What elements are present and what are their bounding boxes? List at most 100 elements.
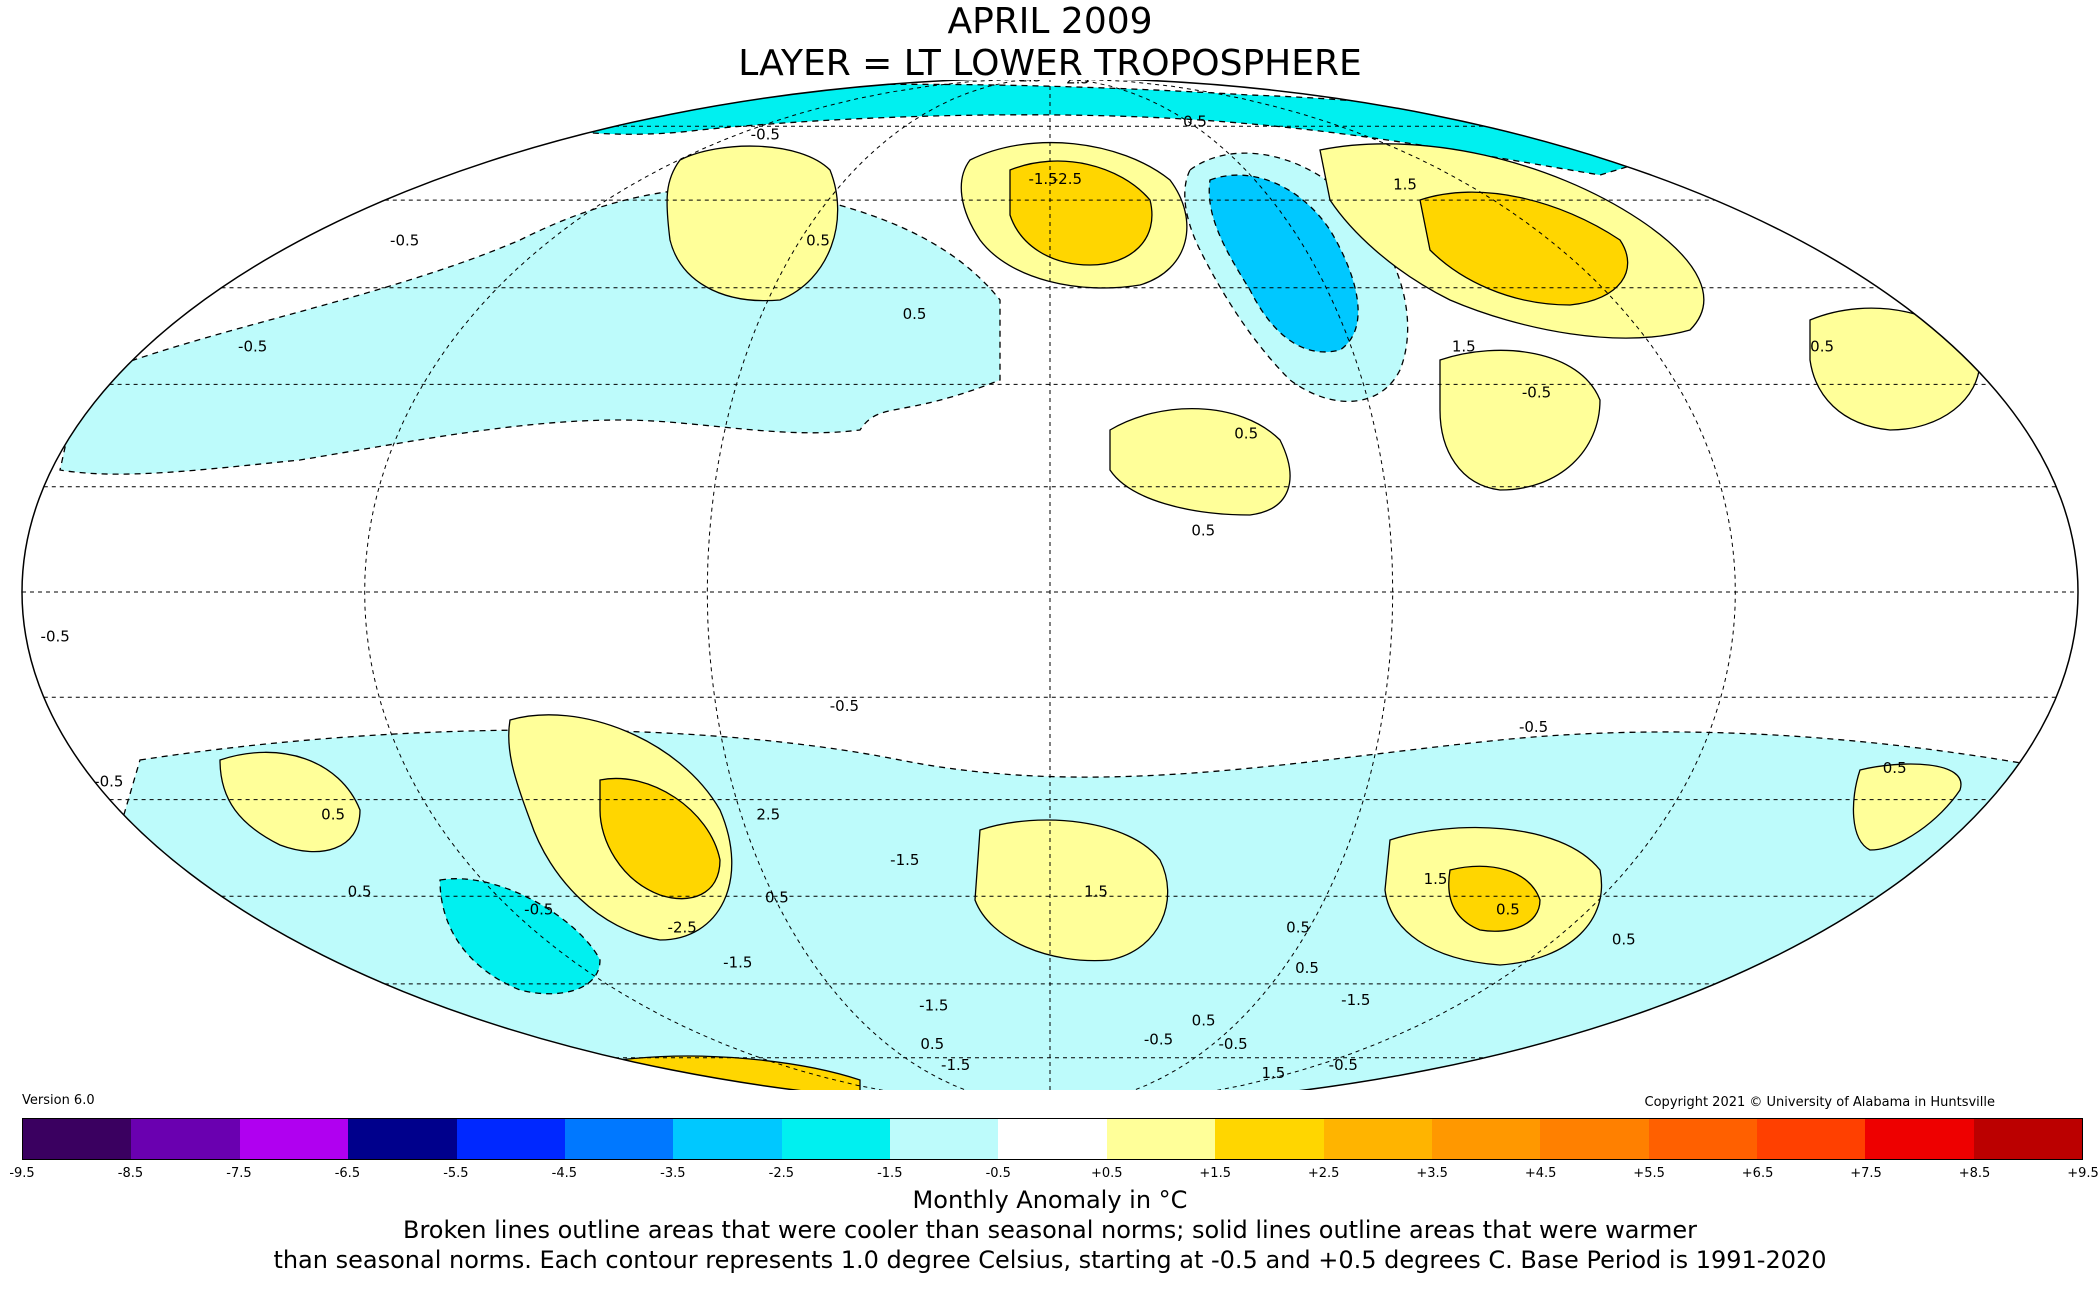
units-label: Monthly Anomaly in °C bbox=[912, 1186, 1188, 1214]
globe-outline bbox=[21, 80, 2079, 1090]
colorbar bbox=[22, 1118, 2083, 1160]
region-greenland-warm bbox=[666, 145, 839, 302]
colorbar-tick-label: +0.5 bbox=[1090, 1166, 1123, 1181]
contour-label: 1.5 bbox=[1393, 175, 1417, 193]
colorbar-tick-label: -0.5 bbox=[985, 1166, 1011, 1181]
colorbar-tick-label: -8.5 bbox=[117, 1166, 144, 1181]
colorbar-swatch bbox=[998, 1119, 1107, 1159]
colorbar-swatch bbox=[1106, 1119, 1216, 1159]
colorbar-tick-label: -3.5 bbox=[660, 1166, 686, 1181]
contour-label: -0.5 bbox=[1519, 718, 1548, 736]
colorbar-tick-label: +9.5 bbox=[2067, 1166, 2099, 1181]
contour-label: -2.5 bbox=[1061, 80, 1090, 88]
colorbar-tick-label: +3.5 bbox=[1416, 1166, 1448, 1181]
colorbar-swatch bbox=[456, 1119, 565, 1159]
contour-label: -0.5 bbox=[1144, 1030, 1173, 1048]
colorbar-swatch bbox=[1431, 1119, 1541, 1159]
colorbar-swatch bbox=[781, 1119, 890, 1159]
contour-label: 0.5 bbox=[321, 806, 345, 824]
title-line-2: LAYER = LT LOWER TROPOSPHERE bbox=[738, 43, 1362, 84]
colorbar-swatch bbox=[131, 1119, 240, 1159]
colorbar-swatch bbox=[1540, 1119, 1649, 1159]
region-south-pacific-warm bbox=[219, 751, 361, 853]
copyright-notice: Copyright 2021 © University of Alabama i… bbox=[1644, 1095, 1995, 1110]
contour-label: 0.5 bbox=[806, 232, 830, 250]
contour-label: -1.5 bbox=[919, 996, 948, 1014]
contour-label: 0.5 bbox=[1286, 919, 1310, 937]
region-russia-cold-core bbox=[1208, 174, 1359, 353]
title-line-1: APRIL 2009 bbox=[947, 1, 1153, 42]
contour-label: -2.5 bbox=[668, 919, 697, 937]
contour-label: -0.5 bbox=[524, 901, 553, 919]
colorbar-swatch bbox=[239, 1119, 349, 1159]
colorbar-tick-label: +2.5 bbox=[1307, 1166, 1340, 1181]
contour-label: -2.5 bbox=[1053, 170, 1082, 188]
colorbar-tick-label: +7.5 bbox=[1850, 1166, 1882, 1181]
colorbar-swatch bbox=[673, 1119, 782, 1159]
region-asia-warm bbox=[1439, 349, 1601, 491]
contour-label: -1.5 bbox=[941, 1056, 970, 1074]
contour-labels: -1.5-0.5-0.5-0.50.5-2.50.51.5-1.5-2.50.5… bbox=[41, 80, 1907, 1082]
contour-label: 1.5 bbox=[1424, 870, 1448, 888]
colorbar-swatch bbox=[1973, 1119, 2083, 1159]
colorbar-swatch bbox=[890, 1119, 999, 1159]
map-content: -1.5-0.5-0.5-0.50.5-2.50.51.5-1.5-2.50.5… bbox=[22, 80, 2078, 1090]
colorbar-tick-label: +5.5 bbox=[1633, 1166, 1665, 1181]
contour-label: -0.5 bbox=[751, 126, 780, 144]
contour-label: -0.5 bbox=[1522, 384, 1551, 402]
contour-label: 0.5 bbox=[1496, 901, 1520, 919]
colorbar-tick-label: -6.5 bbox=[334, 1166, 361, 1181]
contour-label: 0.5 bbox=[1234, 425, 1258, 443]
anomaly-regions bbox=[39, 83, 2061, 1090]
colorbar-tick-label: +1.5 bbox=[1199, 1166, 1231, 1181]
contour-label: -1.5 bbox=[1028, 170, 1057, 188]
contour-label: -0.5 bbox=[94, 772, 123, 790]
contour-label: 0.5 bbox=[1191, 522, 1215, 540]
contour-label: 1.5 bbox=[1261, 1064, 1285, 1082]
contour-label: -1.5 bbox=[1013, 80, 1042, 85]
colorbar-tick-label: +4.5 bbox=[1524, 1166, 1557, 1181]
contour-label: -1.5 bbox=[1341, 991, 1370, 1009]
colorbar-ticks: -9.5 -8.5 -7.5 -6.5 -5.5 -4.5 -3.5 -2.5 -1.5 -0.5… bbox=[9, 1166, 2098, 1182]
contour-label: -0.5 bbox=[390, 232, 419, 250]
graticule-meridians bbox=[364, 80, 1736, 1090]
colorbar-tick-label: -7.5 bbox=[226, 1166, 252, 1181]
colorbar-swatch bbox=[348, 1119, 457, 1159]
contour-label: -0.5 bbox=[41, 627, 70, 645]
region-south-atlantic-warm bbox=[974, 819, 1169, 962]
colorbar-tick-label: -1.5 bbox=[877, 1166, 903, 1181]
contour-label: 0.5 bbox=[903, 305, 927, 323]
contour-label: -1.5 bbox=[890, 851, 919, 869]
colorbar-tick-label: -5.5 bbox=[443, 1166, 469, 1181]
contour-label: 2.5 bbox=[756, 806, 780, 824]
colorbar-swatch bbox=[1757, 1119, 1866, 1159]
contour-label: 0.5 bbox=[1295, 959, 1319, 977]
contour-label: 0.5 bbox=[1883, 759, 1907, 777]
colorbar-tick-label: -2.5 bbox=[768, 1166, 794, 1181]
region-tasman-warm bbox=[1852, 763, 1962, 851]
region-siberia-warm-core bbox=[1419, 191, 1629, 306]
colorbar-tick-label: -4.5 bbox=[551, 1166, 578, 1181]
contour-label: -1.5 bbox=[723, 953, 752, 971]
caption-line-2: than seasonal norms. Each contour repres… bbox=[273, 1246, 1827, 1274]
contour-label: 0.5 bbox=[348, 882, 372, 900]
colorbar-swatch bbox=[1215, 1119, 1324, 1159]
contour-label: -0.5 bbox=[1329, 1056, 1358, 1074]
colorbar-tick-label: -9.5 bbox=[9, 1166, 35, 1181]
anomaly-map: -1.5-0.5-0.5-0.50.5-2.50.51.5-1.5-2.50.5… bbox=[21, 80, 2079, 1090]
colorbar-tick-label: +8.5 bbox=[1958, 1166, 1991, 1181]
colorbar-swatch bbox=[23, 1119, 132, 1159]
colorbar-swatch bbox=[1865, 1119, 1974, 1159]
contour-label: 0.5 bbox=[920, 1035, 944, 1053]
region-arctic-cool bbox=[518, 83, 1652, 176]
region-south-pacific-cold bbox=[439, 878, 601, 995]
contour-label: 0.5 bbox=[765, 889, 789, 907]
region-europe-warm-core bbox=[1009, 160, 1153, 266]
colorbar-swatch bbox=[564, 1119, 674, 1159]
contour-label: 0.5 bbox=[1192, 1011, 1216, 1029]
contour-label: 1.5 bbox=[1084, 882, 1108, 900]
contour-label: -0.5 bbox=[830, 697, 859, 715]
contour-label: 0.5 bbox=[1612, 930, 1636, 948]
region-sahara-warm bbox=[1109, 408, 1291, 516]
colorbar-swatch bbox=[1323, 1119, 1432, 1159]
